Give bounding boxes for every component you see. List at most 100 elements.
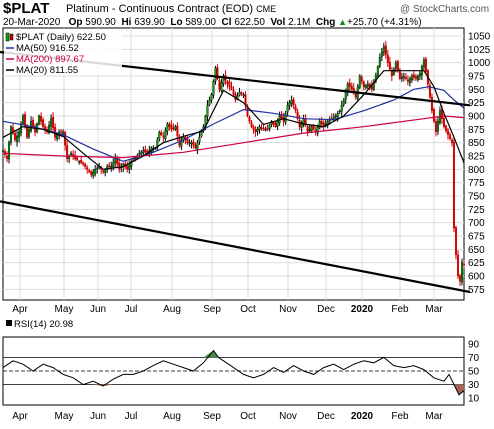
open-label: Op <box>68 17 83 28</box>
candle-body <box>344 91 347 100</box>
candle-body <box>276 121 279 127</box>
candle-body <box>454 227 457 255</box>
candle-body <box>250 122 253 127</box>
candle-body <box>174 126 177 130</box>
x-tick-label: Jun <box>90 411 106 422</box>
low-value: 589.00 <box>185 17 216 28</box>
candle-body <box>242 94 245 96</box>
candle-body <box>386 54 389 63</box>
rsi-y-tick-label: 30 <box>468 380 480 391</box>
rsi-oversold-area <box>103 384 114 386</box>
candle-body <box>8 142 11 160</box>
x-tick-label: Nov <box>279 304 297 315</box>
candle-body <box>90 171 93 175</box>
x-tick-label: Feb <box>391 304 409 315</box>
y-tick-label: 1025 <box>468 45 491 56</box>
rsi-y-tick-label: 10 <box>468 394 480 405</box>
candle-body <box>172 127 175 130</box>
candle-body <box>288 102 291 106</box>
candle-body <box>26 126 29 138</box>
candle-body <box>452 141 455 229</box>
x-tick-label: May <box>55 411 74 422</box>
candle-body <box>442 117 445 127</box>
candle-body <box>352 88 355 94</box>
candle-body <box>360 76 363 82</box>
rsi-oversold-area <box>458 384 464 395</box>
quote-date: 20-Mar-2020 <box>3 17 61 28</box>
candle-body <box>424 58 427 73</box>
candle-body <box>192 141 195 146</box>
y-tick-label: 825 <box>468 152 485 163</box>
candle-body <box>50 118 53 127</box>
close-label: Cl <box>221 17 232 28</box>
y-tick-label: 675 <box>468 232 485 243</box>
candle-body <box>260 127 263 129</box>
y-tick-label: 625 <box>468 258 485 269</box>
candle-body <box>300 122 303 128</box>
x-tick-label: Dec <box>317 304 335 315</box>
x-tick-label: Oct <box>240 304 256 315</box>
candle-body <box>128 165 131 170</box>
volume-value: 2.1M <box>288 17 311 28</box>
low-label: Lo <box>170 17 183 28</box>
x-tick-label: May <box>55 304 74 315</box>
candle-body <box>208 99 211 106</box>
candle-body <box>56 134 59 140</box>
candle-body <box>294 106 297 111</box>
rsi-line <box>2 349 465 396</box>
candle-body <box>296 111 299 119</box>
candle-body <box>262 127 265 130</box>
candle-body <box>160 132 163 135</box>
candle-body <box>104 169 107 173</box>
candle-body <box>180 141 183 147</box>
candle-body <box>334 115 337 118</box>
candle-body <box>188 142 191 144</box>
instrument-name-text: Platinum - Continuous Contract (EOD) <box>66 3 254 15</box>
open-value: 590.90 <box>85 17 116 28</box>
y-tick-label: 775 <box>468 178 485 189</box>
candle-body <box>2 150 5 152</box>
candle-body <box>342 99 345 105</box>
candle-body <box>164 130 167 140</box>
rsi-y-tick-label: 50 <box>468 367 480 378</box>
candle-body <box>118 162 121 170</box>
candle-body <box>446 130 449 135</box>
y-tick-label: 1000 <box>468 58 491 69</box>
instrument-name: Platinum - Continuous Contract (EOD) CME <box>66 3 276 15</box>
candle-body <box>418 73 421 77</box>
x-tick-label: Feb <box>391 411 409 422</box>
candle-body <box>84 163 87 167</box>
candle-body <box>394 62 397 69</box>
candle-body <box>88 170 91 173</box>
candle-body <box>280 115 283 119</box>
rsi-swatch-icon <box>6 320 12 326</box>
candle-body <box>254 129 257 133</box>
candle-body <box>414 76 417 79</box>
y-tick-label: 600 <box>468 272 485 283</box>
candle-body <box>264 129 267 131</box>
candle-body <box>186 138 189 143</box>
candle-body <box>92 171 95 177</box>
candle-body <box>38 115 41 125</box>
volume-label: Vol <box>270 17 286 28</box>
y-tick-label: 650 <box>468 245 485 256</box>
legend-label: MA(50) 916.52 <box>16 43 79 54</box>
candle-body <box>16 135 19 142</box>
candle-body <box>60 131 63 133</box>
candle-body <box>200 131 203 137</box>
y-tick-label: 575 <box>468 285 485 296</box>
ma50-line <box>2 86 465 162</box>
candle-body <box>252 126 255 130</box>
x-tick-label: Sep <box>203 304 221 315</box>
candle-body <box>448 134 451 139</box>
candle-body <box>358 75 361 88</box>
candle-body <box>66 145 69 159</box>
y-tick-label: 800 <box>468 165 485 176</box>
candle-body <box>306 126 309 133</box>
candle-body <box>390 70 393 77</box>
candle-body <box>392 69 395 75</box>
candle-body <box>400 77 403 79</box>
candle-body <box>404 77 407 79</box>
rsi-y-tick-label: 90 <box>468 339 480 350</box>
